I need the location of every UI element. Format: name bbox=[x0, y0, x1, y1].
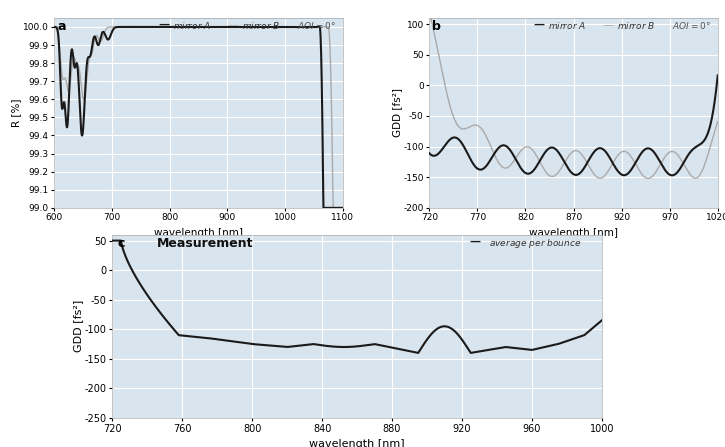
X-axis label: wavelength [nm]: wavelength [nm] bbox=[154, 228, 243, 238]
Text: c: c bbox=[117, 236, 125, 249]
Text: —: — bbox=[470, 236, 481, 246]
Text: $\it{AOI = 0°}$: $\it{AOI = 0°}$ bbox=[297, 20, 336, 31]
Text: b: b bbox=[432, 20, 441, 33]
Text: —: — bbox=[533, 20, 544, 30]
Text: $\it{AOI = 0°}$: $\it{AOI = 0°}$ bbox=[671, 20, 710, 31]
X-axis label: wavelength [nm]: wavelength [nm] bbox=[310, 439, 405, 447]
Y-axis label: GDD [fs²]: GDD [fs²] bbox=[392, 89, 402, 137]
Y-axis label: R [%]: R [%] bbox=[12, 99, 22, 127]
Text: —: — bbox=[602, 20, 613, 30]
Text: —: — bbox=[228, 20, 239, 30]
Text: $\it{mirror\ B}$: $\it{mirror\ B}$ bbox=[242, 20, 281, 31]
Y-axis label: GDD [fs²]: GDD [fs²] bbox=[73, 300, 83, 352]
Text: $\it{average\ per\ bounce}$: $\it{average\ per\ bounce}$ bbox=[489, 236, 581, 249]
Text: $\it{mirror\ A}$: $\it{mirror\ A}$ bbox=[173, 20, 211, 31]
Text: —: — bbox=[158, 20, 170, 30]
Text: $\it{mirror\ A}$: $\it{mirror\ A}$ bbox=[547, 20, 586, 31]
X-axis label: wavelength [nm]: wavelength [nm] bbox=[529, 228, 618, 238]
Text: $\it{mirror\ B}$: $\it{mirror\ B}$ bbox=[617, 20, 655, 31]
Text: a: a bbox=[57, 20, 66, 33]
Text: Measurement: Measurement bbox=[157, 236, 253, 249]
